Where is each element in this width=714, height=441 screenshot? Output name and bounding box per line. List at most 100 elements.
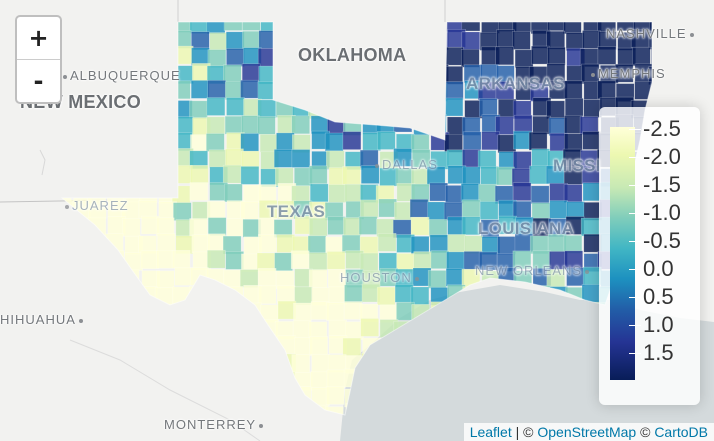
county-polygon[interactable] [71,46,90,66]
county-polygon[interactable] [257,337,277,357]
county-polygon[interactable] [410,48,430,68]
county-polygon[interactable] [461,166,481,186]
county-polygon[interactable] [226,218,245,237]
county-polygon[interactable] [273,149,293,168]
county-polygon[interactable] [311,353,330,373]
county-polygon[interactable] [343,217,362,236]
county-polygon[interactable] [141,318,160,337]
county-polygon[interactable] [175,370,195,390]
county-polygon[interactable] [226,97,245,116]
county-polygon[interactable] [308,64,328,83]
county-polygon[interactable] [410,216,430,236]
county-polygon[interactable] [242,30,261,50]
county-polygon[interactable] [427,270,447,289]
county-polygon[interactable] [513,130,532,150]
county-polygon[interactable] [379,80,398,99]
county-polygon[interactable] [445,46,464,66]
county-polygon[interactable] [206,116,226,136]
county-polygon[interactable] [140,355,159,375]
county-polygon[interactable] [531,148,551,168]
county-polygon[interactable] [88,301,107,320]
county-polygon[interactable] [410,28,430,48]
county-polygon[interactable] [326,251,346,270]
county-polygon[interactable] [648,15,667,34]
county-polygon[interactable] [73,267,92,286]
county-polygon[interactable] [225,148,244,168]
county-polygon[interactable] [209,388,228,408]
county-polygon[interactable] [563,80,583,100]
county-polygon[interactable] [325,150,345,170]
county-polygon[interactable] [191,31,210,51]
county-polygon[interactable] [174,165,193,184]
county-polygon[interactable] [155,150,174,169]
county-polygon[interactable] [175,387,195,406]
county-polygon[interactable] [326,369,346,389]
county-polygon[interactable] [158,334,177,354]
county-polygon[interactable] [88,388,108,407]
county-polygon[interactable] [274,405,294,424]
county-polygon[interactable] [104,131,124,151]
county-polygon[interactable] [72,352,92,372]
county-polygon[interactable] [310,421,328,439]
county-polygon[interactable] [650,82,669,101]
county-polygon[interactable] [138,200,158,219]
county-polygon[interactable] [413,98,433,117]
county-polygon[interactable] [108,421,126,439]
county-polygon[interactable] [139,184,158,203]
county-polygon[interactable] [293,406,312,425]
county-polygon[interactable] [226,321,246,341]
county-polygon[interactable] [69,219,89,238]
county-polygon[interactable] [378,99,397,118]
county-polygon[interactable] [189,16,209,34]
county-polygon[interactable] [259,385,279,405]
county-polygon[interactable] [105,114,125,134]
county-polygon[interactable] [325,302,345,321]
county-polygon[interactable] [207,217,227,236]
county-polygon[interactable] [124,165,143,184]
county-polygon[interactable] [226,369,246,389]
county-polygon[interactable] [90,353,109,373]
county-polygon[interactable] [462,131,482,151]
county-polygon[interactable] [276,132,295,152]
county-polygon[interactable] [309,336,329,355]
county-polygon[interactable] [154,287,174,306]
leaflet-link[interactable]: Leaflet [469,424,512,440]
county-polygon[interactable] [122,218,141,237]
openstreetmap-link[interactable]: OpenStreetMap [537,424,637,440]
county-polygon[interactable] [241,115,260,134]
county-polygon[interactable] [122,320,142,340]
county-polygon[interactable] [327,216,347,235]
county-polygon[interactable] [308,165,328,185]
county-polygon[interactable] [258,30,278,49]
county-polygon[interactable] [88,423,106,441]
county-polygon[interactable] [430,31,449,51]
county-polygon[interactable] [258,355,278,375]
county-polygon[interactable] [207,249,226,269]
county-polygon[interactable] [156,270,175,290]
county-polygon[interactable] [496,29,515,49]
county-polygon[interactable] [141,335,160,354]
county-polygon[interactable] [242,319,261,338]
county-polygon[interactable] [122,148,142,167]
county-polygon[interactable] [87,252,106,272]
county-polygon[interactable] [226,354,246,373]
county-polygon[interactable] [71,233,90,253]
county-polygon[interactable] [123,114,142,133]
county-polygon[interactable] [359,199,379,219]
county-polygon[interactable] [277,335,297,355]
county-polygon[interactable] [461,13,481,32]
county-polygon[interactable] [512,151,532,170]
county-polygon[interactable] [447,234,466,253]
county-polygon[interactable] [275,66,295,86]
county-polygon[interactable] [224,183,243,203]
county-polygon[interactable] [190,353,210,373]
county-polygon[interactable] [69,284,89,304]
county-polygon[interactable] [241,253,260,273]
county-polygon[interactable] [72,16,91,35]
county-polygon[interactable] [54,114,73,133]
county-polygon[interactable] [89,370,108,390]
county-polygon[interactable] [512,14,532,33]
county-polygon[interactable] [105,30,124,50]
county-polygon[interactable] [157,165,177,185]
county-polygon[interactable] [393,100,413,119]
